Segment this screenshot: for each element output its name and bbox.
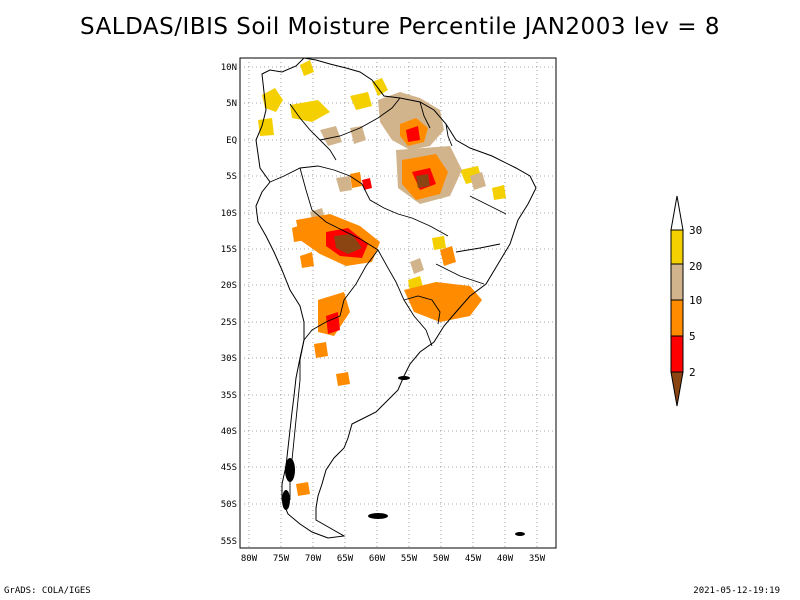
country-borders bbox=[269, 97, 507, 500]
legend-10-20 bbox=[670, 263, 684, 301]
lon-label: 65W bbox=[337, 554, 354, 564]
legend-2-5 bbox=[670, 335, 684, 373]
legend-label: 20 bbox=[689, 260, 702, 273]
lon-label: 40W bbox=[497, 554, 514, 564]
lat-label: 40S bbox=[221, 427, 237, 437]
legend-labels: 30 20 10 5 2 bbox=[689, 224, 702, 379]
lat-label: 45S bbox=[221, 463, 237, 473]
lat-label: 15S bbox=[221, 245, 237, 255]
lon-label: 80W bbox=[241, 554, 258, 564]
lat-label: 50S bbox=[221, 500, 237, 510]
lat-label: 5N bbox=[226, 99, 237, 109]
legend-below-2 bbox=[670, 371, 684, 407]
coastline bbox=[255, 57, 537, 539]
map-title: SALDAS/IBIS Soil Moisture Percentile JAN… bbox=[80, 14, 720, 40]
map-frame bbox=[239, 57, 557, 549]
lat-label: 25S bbox=[221, 318, 237, 328]
footer-timestamp: 2021-05-12-19:19 bbox=[693, 586, 780, 596]
lon-label: 50W bbox=[433, 554, 450, 564]
legend-label: 2 bbox=[689, 366, 696, 379]
legend-label: 10 bbox=[689, 294, 702, 307]
percentile-patches bbox=[258, 60, 506, 496]
lon-labels: 80W 75W 70W 65W 60W 55W 50W 45W 40W 35W bbox=[241, 554, 546, 564]
lat-label: 10S bbox=[221, 209, 237, 219]
legend-5-10 bbox=[670, 299, 684, 337]
lat-label: 30S bbox=[221, 354, 237, 364]
footer-credit: GrADS: COLA/IGES bbox=[4, 586, 91, 596]
legend-label: 5 bbox=[689, 330, 696, 343]
legend-label: 30 bbox=[689, 224, 702, 237]
lon-label: 35W bbox=[529, 554, 546, 564]
lat-label: 35S bbox=[221, 391, 237, 401]
lon-label: 60W bbox=[369, 554, 386, 564]
lat-label: 20S bbox=[221, 281, 237, 291]
lon-label: 55W bbox=[401, 554, 418, 564]
lat-label: EQ bbox=[226, 136, 237, 146]
lon-label: 70W bbox=[305, 554, 322, 564]
legend-above-30 bbox=[670, 195, 684, 231]
lon-label: 75W bbox=[273, 554, 290, 564]
lat-label: 10N bbox=[221, 63, 237, 73]
lat-label: 5S bbox=[226, 172, 237, 182]
legend-20-30 bbox=[670, 229, 684, 265]
islands bbox=[282, 376, 525, 536]
color-bar bbox=[670, 195, 684, 407]
lat-label: 55S bbox=[221, 537, 237, 547]
lon-label: 45W bbox=[465, 554, 482, 564]
lat-labels: 10N 5N EQ 5S 10S 15S 20S 25S 30S 35S 40S… bbox=[221, 63, 237, 547]
